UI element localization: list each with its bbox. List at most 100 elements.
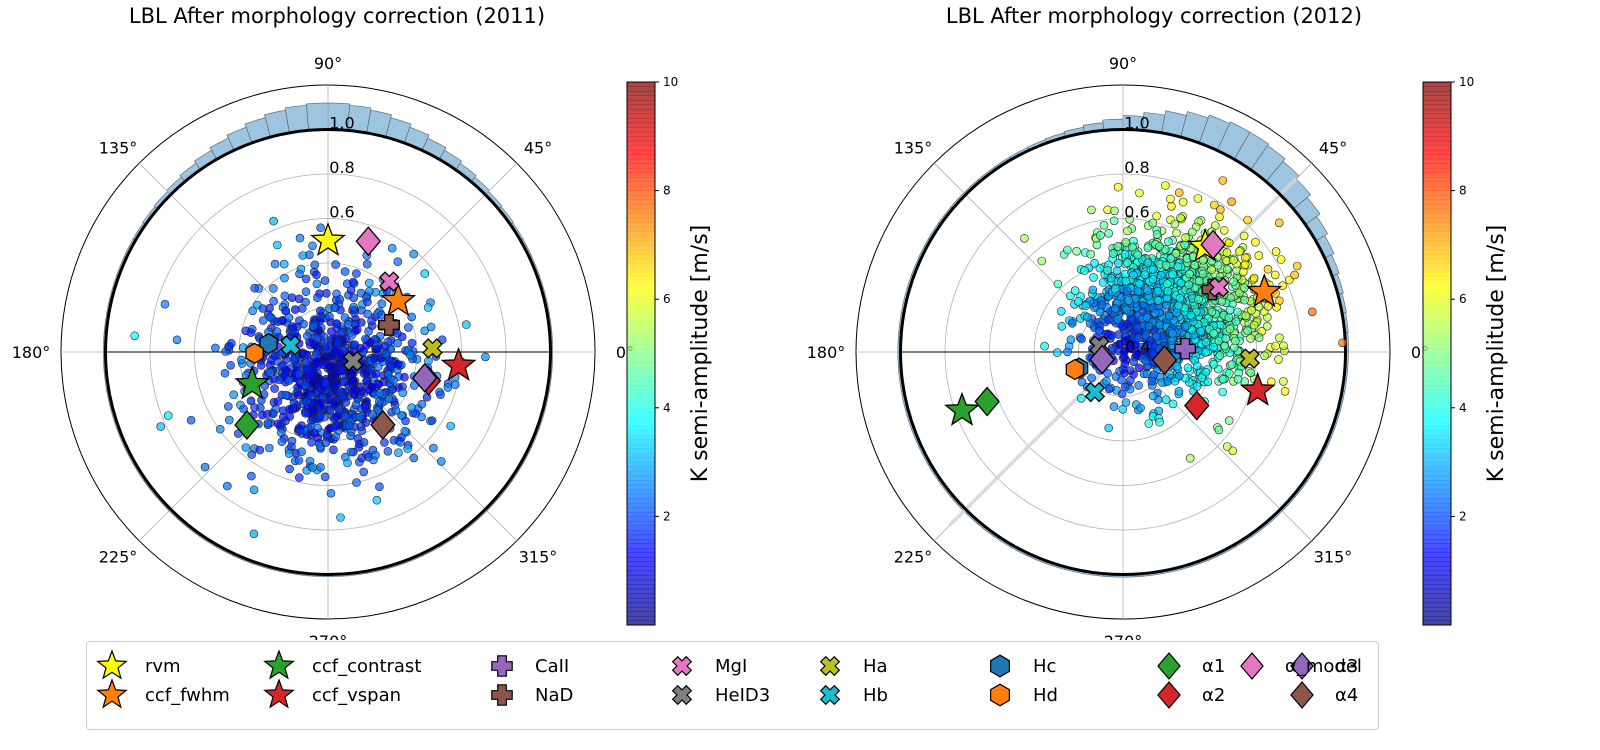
colorbar-segment bbox=[1423, 511, 1451, 517]
colorbar-segment bbox=[1423, 389, 1451, 395]
colorbar-segment bbox=[1423, 154, 1451, 160]
colorbar-segment bbox=[627, 362, 655, 368]
colorbar-segment bbox=[627, 91, 655, 96]
radial-tick-label: 0.4 bbox=[1125, 337, 1150, 356]
colorbar-segment bbox=[627, 317, 655, 323]
colorbar-segment bbox=[1423, 149, 1451, 155]
scatter-point bbox=[289, 355, 298, 365]
scatter-point bbox=[1176, 213, 1185, 223]
colorbar-segment bbox=[1423, 489, 1451, 495]
scatter-point bbox=[1235, 247, 1244, 256]
scatter-point bbox=[287, 436, 297, 446]
colorbar-segment bbox=[627, 498, 655, 504]
scatter-point bbox=[163, 411, 173, 420]
histogram-bar bbox=[305, 102, 329, 131]
marker-ccf_fwhm bbox=[380, 282, 417, 317]
scatter-point bbox=[273, 419, 283, 429]
scatter-point bbox=[1240, 260, 1250, 270]
scatter-point bbox=[281, 306, 290, 316]
scatter-point bbox=[294, 456, 304, 465]
scatter-point bbox=[1186, 310, 1196, 320]
colorbar-segment bbox=[1423, 516, 1451, 522]
colorbar-segment bbox=[1423, 131, 1451, 137]
scatter-point bbox=[1172, 228, 1181, 238]
colorbar-segment bbox=[627, 389, 655, 395]
legend-label-ccf_contrast: ccf_contrast bbox=[312, 656, 421, 677]
colorbar-segment bbox=[627, 136, 655, 142]
scatter-point bbox=[307, 391, 316, 401]
legend: rvm ccf_fwhm ccf_contrast ccf_vspan CaII NaD M… bbox=[86, 641, 1379, 730]
scatter-point bbox=[1260, 351, 1269, 361]
scatter-point bbox=[1279, 341, 1288, 351]
scatter-point bbox=[1173, 262, 1183, 272]
scatter-point bbox=[1110, 284, 1120, 294]
scatter-point bbox=[1110, 206, 1119, 216]
scatter-point bbox=[371, 450, 380, 460]
scatter-point bbox=[1081, 301, 1091, 310]
colorbar-segment bbox=[627, 344, 655, 350]
scatter-point bbox=[317, 398, 326, 408]
colorbar-segment bbox=[627, 231, 655, 237]
scatter-point bbox=[363, 309, 372, 319]
colorbar-segment bbox=[1423, 272, 1451, 277]
colorbar-segment bbox=[627, 172, 655, 178]
scatter-point bbox=[1219, 226, 1229, 235]
colorbar-segment bbox=[1423, 543, 1451, 549]
scatter-point bbox=[1150, 308, 1160, 318]
colorbar-segment bbox=[1423, 172, 1451, 178]
colorbar-segment bbox=[1423, 186, 1451, 191]
colorbar-segment bbox=[627, 167, 655, 173]
scatter-point bbox=[322, 288, 331, 298]
scatter-point bbox=[272, 327, 282, 336]
colorbar-segment bbox=[627, 348, 655, 354]
scatter-point bbox=[362, 376, 372, 386]
colorbar-segment bbox=[627, 249, 655, 255]
scatter-point bbox=[1251, 237, 1260, 247]
scatter-point bbox=[1163, 377, 1172, 386]
scatter-point bbox=[1109, 402, 1119, 411]
scatter-point bbox=[1143, 286, 1152, 295]
scatter-point bbox=[1167, 336, 1176, 346]
scatter-point bbox=[1115, 339, 1125, 349]
scatter-point bbox=[333, 338, 343, 348]
colorbar-segment bbox=[1423, 95, 1451, 101]
scatter-point bbox=[265, 312, 275, 322]
colorbar-segment bbox=[627, 371, 655, 377]
colorbar-segment bbox=[1423, 231, 1451, 237]
scatter-point bbox=[332, 412, 341, 422]
scatter-point bbox=[211, 343, 220, 353]
scatter-point bbox=[372, 344, 382, 354]
scatter-point bbox=[1086, 249, 1095, 259]
marker-Ha bbox=[422, 338, 443, 359]
scatter-point bbox=[1243, 326, 1252, 336]
scatter-point bbox=[1222, 256, 1231, 266]
scatter-point bbox=[331, 346, 340, 356]
colorbar-segment bbox=[627, 299, 655, 305]
scatter-point bbox=[1194, 276, 1204, 286]
scatter-point bbox=[266, 367, 275, 377]
scatter-point bbox=[293, 390, 303, 400]
colorbar-tick-label: 8 bbox=[1459, 184, 1467, 198]
scatter-point bbox=[1063, 347, 1072, 357]
scatter-point bbox=[1254, 333, 1264, 342]
scatter-point bbox=[302, 350, 312, 360]
marker-Hd bbox=[245, 342, 264, 364]
colorbar-segment bbox=[1423, 570, 1451, 576]
scatter-point bbox=[255, 445, 265, 455]
scatter-point bbox=[316, 223, 325, 232]
marker-HeID3 bbox=[342, 350, 364, 372]
colorbar-segment bbox=[627, 104, 655, 110]
scatter-point bbox=[264, 443, 274, 453]
scatter-point bbox=[1113, 314, 1123, 324]
colorbar-segment bbox=[627, 276, 655, 282]
scatter-point bbox=[1128, 242, 1137, 252]
colorbar-segment bbox=[1423, 548, 1451, 554]
scatter-point bbox=[280, 273, 289, 283]
scatter-point bbox=[436, 390, 445, 400]
scatter-point bbox=[1285, 275, 1294, 285]
scatter-point bbox=[247, 450, 256, 459]
scatter-point bbox=[270, 351, 280, 361]
scatter-point bbox=[1074, 297, 1083, 306]
angle-tick-label: 90° bbox=[1109, 54, 1137, 73]
scatter-point bbox=[1166, 254, 1176, 263]
